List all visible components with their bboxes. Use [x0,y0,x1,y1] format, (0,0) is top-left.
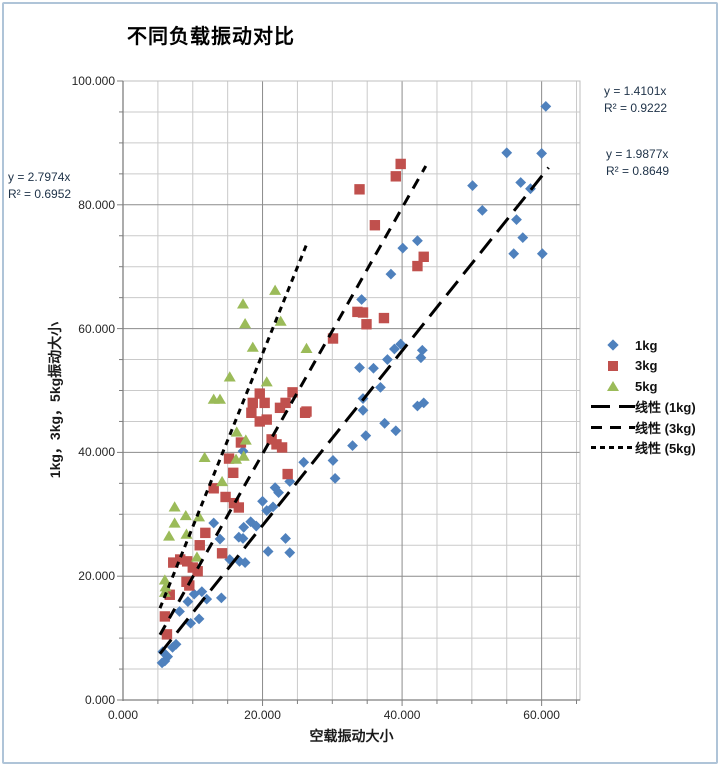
legend-label: 线性 (5kg) [635,441,696,457]
legend: 1kg 3kg 5kg 线性 (1kg) 线性 (3kg) 线性 (5kg) [591,335,696,458]
medium-dash-line-icon [591,425,635,429]
equation-line: y = 1.4101x [604,84,667,98]
y-tick-label: 100.000 [71,74,115,88]
trendline-equation-5kg: y = 2.7974x R² = 0.6952 [8,169,71,203]
x-tick-label: 60.000 [523,708,560,722]
x-tick-label: 0.000 [107,708,139,722]
y-tick-label: 40.000 [78,445,115,460]
series-3kg[interactable] [159,158,429,640]
legend-label: 1kg [635,337,658,353]
y-tick-label: 60.000 [78,321,115,336]
x-axis-title: 空载振动大小 [309,728,394,744]
r-squared-line: R² = 0.6952 [8,187,72,201]
equation-line: y = 2.7974x [8,170,71,184]
legend-item-linear-1kg[interactable]: 线性 (1kg) [591,397,696,418]
chart-title: 不同负载振动对比 [127,26,295,48]
legend-label: 线性 (3kg) [635,420,696,436]
series-5kg[interactable] [158,284,313,597]
legend-label: 线性 (1kg) [635,400,696,416]
short-dash-line-icon [591,446,635,450]
minor-gridlines [123,81,580,700]
series-1kg[interactable] [156,100,552,669]
trendline-equation-3kg: y = 1.9877x R² = 0.8649 [606,146,669,180]
square-marker-icon [591,360,635,371]
y-axis-title: 1kg，3kg，5kg振动大小 [47,321,63,479]
equation-line: y = 1.9877x [606,147,669,161]
legend-item-linear-5kg[interactable]: 线性 (5kg) [591,438,696,459]
y-tick-label: 0.000 [84,693,115,707]
trendline-线性 (5kg)[interactable] [158,244,308,609]
r-squared-line: R² = 0.8649 [606,164,670,178]
long-dash-line-icon [591,405,635,409]
trendline-线性 (3kg)[interactable] [158,165,428,636]
legend-item-5kg[interactable]: 5kg [591,376,696,397]
triangle-marker-icon [591,381,635,392]
r-squared-line: R² = 0.9222 [604,101,668,115]
legend-item-linear-3kg[interactable]: 线性 (3kg) [591,417,696,438]
diamond-marker-icon [591,339,635,351]
legend-item-3kg[interactable]: 3kg [591,356,696,377]
legend-label: 5kg [635,378,658,394]
x-tick-label: 20.000 [244,708,281,722]
x-tick-label: 40.000 [383,708,421,722]
trendline-equation-1kg: y = 1.4101x R² = 0.9222 [604,83,667,117]
legend-label: 3kg [635,358,658,374]
y-tick-label: 20.000 [78,569,115,584]
y-tick-label: 80.000 [78,197,115,212]
legend-item-1kg[interactable]: 1kg [591,335,696,356]
tick-marks [117,80,578,706]
trendline-线性 (1kg)[interactable] [158,166,550,655]
